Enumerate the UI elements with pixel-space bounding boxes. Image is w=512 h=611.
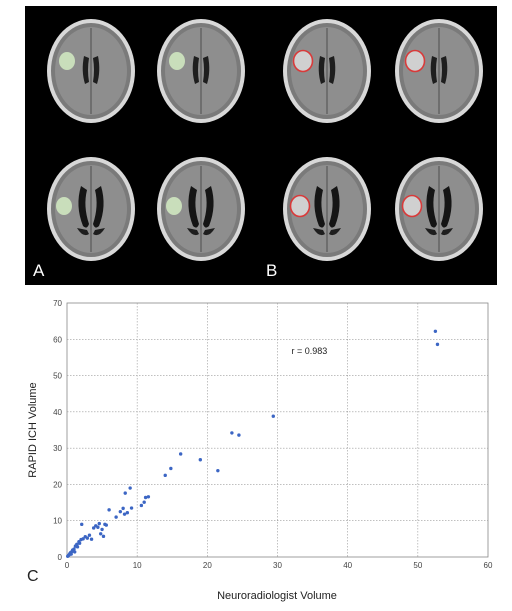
ct-slice-a-5 xyxy=(47,157,135,261)
x-tick-label: 60 xyxy=(484,561,493,570)
data-point xyxy=(77,541,82,545)
data-point xyxy=(146,495,151,499)
x-axis-title: Neuroradiologist Volume xyxy=(217,590,337,602)
data-point xyxy=(91,526,96,530)
ct-slice-a-1 xyxy=(47,19,135,123)
x-tick-label: 0 xyxy=(65,561,70,570)
ct-slice-b-3 xyxy=(283,19,371,123)
data-points xyxy=(66,329,440,558)
data-point xyxy=(139,503,144,508)
ct-scan-figure: A B xyxy=(25,6,497,285)
y-tick-label: 30 xyxy=(53,444,62,453)
x-tick-label: 30 xyxy=(273,561,282,570)
data-point xyxy=(87,533,92,537)
data-point xyxy=(81,537,85,541)
y-tick-label: 60 xyxy=(53,335,62,344)
data-point xyxy=(80,522,84,527)
data-point xyxy=(107,508,111,512)
data-point xyxy=(237,433,241,437)
data-point xyxy=(178,452,183,456)
data-point xyxy=(128,486,132,490)
data-point xyxy=(89,537,94,541)
data-point xyxy=(75,545,80,549)
y-tick-label: 70 xyxy=(53,299,62,308)
data-point xyxy=(72,547,76,551)
panel-label-b: B xyxy=(266,261,278,280)
x-tick-label: 20 xyxy=(203,561,212,570)
panel-label-c: C xyxy=(27,568,39,585)
data-point xyxy=(125,511,130,515)
data-point xyxy=(216,468,220,473)
data-point xyxy=(121,506,125,511)
data-point xyxy=(230,431,234,435)
data-point xyxy=(101,534,106,539)
y-tick-label: 50 xyxy=(53,372,62,381)
ct-slice-a-6 xyxy=(157,157,245,261)
data-point xyxy=(198,458,203,462)
data-point xyxy=(100,527,104,532)
data-point xyxy=(96,525,100,529)
scatter-chart: 0 10 20 30 40 50 60 0 10 20 30 40 50 60 70 r = 0.983 N… xyxy=(27,299,493,602)
data-point xyxy=(122,512,127,516)
x-tick-label: 10 xyxy=(133,561,142,570)
y-tick-label: 20 xyxy=(53,480,62,489)
data-point xyxy=(98,532,103,536)
data-point xyxy=(114,515,118,519)
data-point xyxy=(73,550,77,554)
ct-slice-a-2 xyxy=(157,19,245,123)
data-point xyxy=(163,473,167,478)
data-point xyxy=(85,536,90,540)
ct-slice-b-4 xyxy=(395,19,483,123)
y-tick-label: 40 xyxy=(53,408,62,417)
y-tick-label: 0 xyxy=(58,553,63,562)
correlation-annotation: r = 0.983 xyxy=(292,346,328,356)
y-tick-label: 10 xyxy=(53,517,62,526)
data-point xyxy=(433,329,438,334)
data-point xyxy=(271,414,275,418)
data-point xyxy=(142,500,146,504)
data-point xyxy=(169,466,173,471)
y-axis-title: RAPID ICH Volume xyxy=(27,382,39,477)
tick-labels: 0 10 20 30 40 50 60 0 10 20 30 40 50 60 70 xyxy=(53,299,493,570)
x-tick-label: 50 xyxy=(413,561,422,570)
ct-slice-b-7 xyxy=(283,157,371,261)
data-point xyxy=(123,491,127,495)
data-point xyxy=(129,506,134,510)
data-point xyxy=(97,521,101,526)
data-point xyxy=(104,523,108,527)
data-point xyxy=(118,509,123,514)
x-tick-label: 40 xyxy=(343,561,352,570)
panel-label-a: A xyxy=(33,261,45,280)
data-point xyxy=(143,495,148,500)
grid-lines xyxy=(67,303,488,557)
data-point xyxy=(435,342,440,347)
ct-slice-b-8 xyxy=(395,157,483,261)
